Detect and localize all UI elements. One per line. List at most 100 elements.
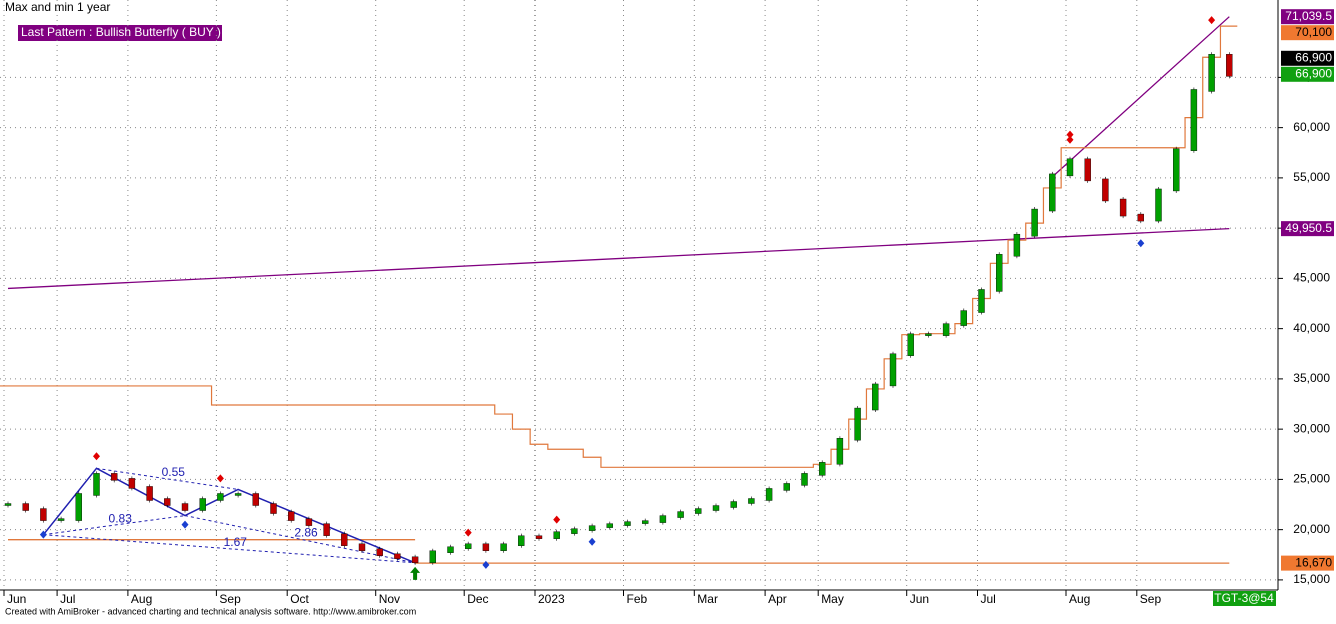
candle xyxy=(695,508,702,514)
y-tick-label: 60,000 xyxy=(1293,120,1330,134)
y-tick-label: 40,000 xyxy=(1293,321,1330,335)
chart-title: Max and min 1 year xyxy=(5,0,110,14)
candle xyxy=(465,543,472,549)
candle xyxy=(801,473,808,486)
candle xyxy=(217,493,224,501)
ratio-label: 2.86 xyxy=(294,525,318,539)
candle xyxy=(996,254,1003,292)
stop-line xyxy=(0,25,1238,468)
x-tick-label: Jun xyxy=(7,592,26,606)
candle xyxy=(836,437,844,465)
candle xyxy=(907,333,914,356)
candle xyxy=(978,289,985,313)
candle xyxy=(500,543,507,551)
candle xyxy=(765,488,773,501)
candle xyxy=(659,515,667,523)
candle xyxy=(305,518,313,526)
signal-marker xyxy=(464,528,472,537)
candle xyxy=(1137,213,1145,222)
candle xyxy=(925,333,932,336)
price-label: 66,900 xyxy=(1295,66,1332,80)
candle xyxy=(712,505,720,511)
candle xyxy=(128,478,136,489)
candle xyxy=(571,528,578,534)
signal-marker xyxy=(39,530,47,539)
candle xyxy=(854,407,861,441)
y-tick-label: 45,000 xyxy=(1293,271,1330,285)
x-tick-label: Oct xyxy=(290,592,309,606)
candle xyxy=(270,503,277,514)
x-tick-label: Jul xyxy=(981,592,996,606)
signal-marker xyxy=(1066,130,1074,139)
signal-marker xyxy=(181,520,189,529)
candle xyxy=(819,462,826,476)
y-tick-label: 25,000 xyxy=(1293,472,1330,486)
candle xyxy=(164,498,171,506)
candle xyxy=(1190,89,1198,151)
candle xyxy=(624,521,631,526)
candle xyxy=(181,503,189,511)
price-label-box xyxy=(1281,66,1334,82)
x-tick-label: Feb xyxy=(627,592,648,606)
candle xyxy=(588,525,596,531)
price-label-box xyxy=(1281,9,1334,25)
y-tick-label: 35,000 xyxy=(1293,371,1330,385)
candle xyxy=(1049,173,1056,212)
candle xyxy=(199,498,206,511)
x-tick-label: Nov xyxy=(379,592,400,606)
price-label: 16,670 xyxy=(1295,555,1332,569)
price-label-box xyxy=(1281,555,1334,571)
candle xyxy=(93,473,100,496)
price-label: 49,950.5 xyxy=(1285,221,1332,235)
y-tick-label: 55,000 xyxy=(1293,170,1330,184)
y-tick-label: 15,000 xyxy=(1293,572,1330,586)
candle xyxy=(535,535,543,539)
candle xyxy=(677,511,684,518)
candle xyxy=(1119,198,1127,217)
candle xyxy=(642,520,649,524)
x-tick-label: Aug xyxy=(131,592,152,606)
candle xyxy=(1155,188,1162,222)
candle xyxy=(288,511,295,521)
x-tick-label: Mar xyxy=(697,592,718,606)
ratio-line xyxy=(43,534,416,564)
candle xyxy=(4,503,12,506)
x-tick-label: 2023 xyxy=(538,592,565,606)
signal-marker xyxy=(216,474,224,483)
candle xyxy=(960,310,967,326)
x-tick-label: May xyxy=(821,592,844,606)
candle xyxy=(57,518,65,521)
candle xyxy=(394,553,401,559)
price-label-box xyxy=(1281,50,1334,66)
signal-marker xyxy=(553,515,561,524)
candle xyxy=(411,556,419,564)
signal-marker xyxy=(482,560,490,569)
ratio-label: 0.55 xyxy=(162,465,186,479)
y-tick-label: 30,000 xyxy=(1293,421,1330,435)
price-label: 71,039.5 xyxy=(1285,9,1332,23)
price-label: 66,900 xyxy=(1295,50,1332,64)
x-tick-label: Apr xyxy=(768,592,787,606)
pattern-label-box xyxy=(18,25,222,41)
candle xyxy=(1084,158,1091,182)
candle xyxy=(447,546,454,553)
candle xyxy=(783,483,790,491)
signal-marker xyxy=(1137,239,1145,248)
x-tick-label: Sep xyxy=(1140,592,1162,606)
candle xyxy=(146,486,153,501)
x-tick-label: Dec xyxy=(467,592,488,606)
candle xyxy=(748,498,755,504)
candle xyxy=(872,383,879,411)
overlay-line xyxy=(1051,16,1230,178)
candle xyxy=(40,508,47,521)
candle xyxy=(1226,54,1233,77)
candle xyxy=(252,493,260,506)
candle xyxy=(606,523,613,528)
candle xyxy=(730,501,737,508)
signal-marker xyxy=(1208,16,1216,25)
candle xyxy=(889,353,897,387)
candle xyxy=(22,503,29,511)
